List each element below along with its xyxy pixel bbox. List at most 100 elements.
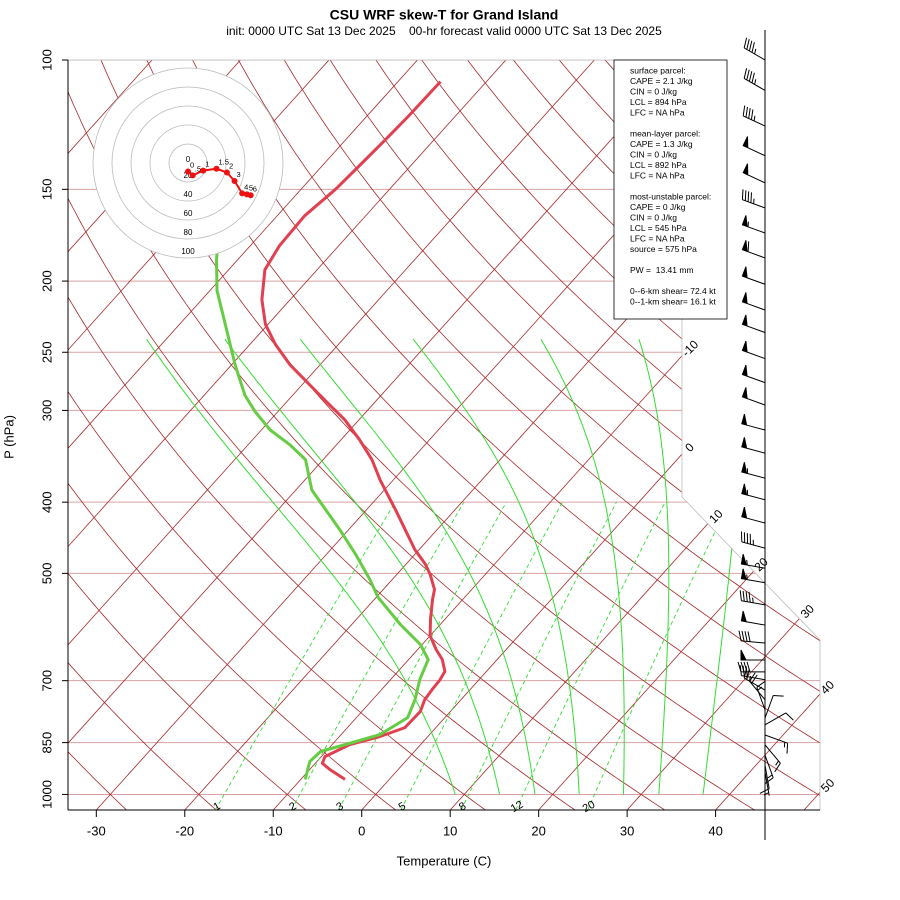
sounding-line	[260, 80, 447, 781]
wind-barb	[741, 189, 766, 209]
hodograph-point-label: 2	[229, 161, 233, 170]
isotherm	[68, 60, 418, 810]
hodograph-point	[200, 167, 207, 174]
wind-barb	[764, 754, 774, 785]
mixing-ratio-line	[400, 501, 563, 810]
isotherm	[68, 60, 595, 810]
dry-adiabat	[329, 60, 820, 810]
hodograph-point	[213, 165, 220, 172]
wind-barb	[738, 630, 766, 644]
mixing-ratio-line	[460, 501, 617, 810]
hodograph-ring-label: 80	[184, 228, 193, 237]
y-tick-label: 850	[39, 732, 54, 754]
wind-barb	[737, 661, 766, 673]
moist-adiabat	[146, 338, 456, 795]
info-text: surface parcel:	[630, 65, 686, 75]
dry-adiabat	[68, 60, 486, 810]
wind-barb	[743, 68, 766, 91]
wind-barb	[739, 665, 766, 681]
info-text: CAPE = 0 J/kg	[630, 202, 686, 212]
info-text: CAPE = 2.1 J/kg	[630, 76, 693, 86]
mixing-ratio-label: 1	[211, 800, 222, 813]
wind-barb	[741, 531, 766, 549]
y-tick-label: 200	[39, 270, 54, 292]
info-text: CIN = 0 J/kg	[630, 149, 677, 159]
moist-adiabat	[412, 338, 580, 795]
info-text: 0--1-km shear= 16.1 kt	[630, 296, 716, 306]
hodograph-point-label: .5	[195, 164, 201, 173]
moist-adiabat	[224, 338, 501, 795]
x-tick-label: 10	[443, 823, 457, 838]
y-tick-label: 150	[39, 178, 54, 200]
chart-title: CSU WRF skew-T for Grand Island	[330, 7, 559, 23]
wind-barb	[741, 483, 766, 501]
y-tick-label: 300	[39, 400, 54, 422]
mixing-ratio-line	[338, 501, 507, 810]
y-tick-label: 400	[39, 491, 54, 513]
wind-barbs	[737, 37, 794, 796]
info-box-frame	[613, 59, 728, 320]
wind-barb	[740, 554, 766, 569]
hodograph-point-label: 6	[253, 184, 257, 193]
mixing-ratio-label: 20	[581, 799, 598, 816]
x-tick-label: 0	[358, 823, 365, 838]
x-axis-label: Temperature (C)	[397, 853, 492, 868]
hodograph-point	[223, 169, 230, 176]
info-text: LFC = NA hPa	[630, 107, 685, 117]
hodograph-ring	[92, 67, 284, 259]
info-text: LFC = NA hPa	[630, 170, 685, 180]
wind-barb	[740, 568, 766, 584]
wind-barb	[742, 136, 766, 157]
hodograph-ring	[130, 105, 246, 221]
mixing-ratio-line	[515, 501, 666, 810]
hodograph-point-label: 4	[244, 182, 248, 191]
mixing-ratio-line	[290, 501, 465, 810]
x-tick-label: 30	[620, 823, 634, 838]
wind-barb	[764, 734, 789, 754]
hodograph-ring	[111, 86, 265, 240]
mixing-ratio-label: 8	[457, 800, 468, 813]
wind-barb	[741, 266, 766, 285]
x-tick-label: 20	[531, 823, 545, 838]
hodograph-ring-label: 100	[181, 247, 195, 256]
info-text: mean-layer parcel:	[630, 128, 700, 138]
info-text: source = 575 hPa	[630, 244, 697, 254]
info-text: LFC = NA hPa	[630, 233, 685, 243]
mixing-ratio-label: 5	[397, 800, 408, 813]
wind-barb	[741, 462, 766, 479]
moist-adiabat	[299, 338, 536, 795]
wind-barb	[739, 590, 766, 606]
dry-adiabat	[68, 60, 217, 810]
info-text: 0--6-km shear= 72.4 kt	[630, 286, 716, 296]
y-tick-label: 100	[39, 49, 54, 71]
hodograph-ring-label: 0	[186, 155, 191, 164]
mixing-ratio-label: 12	[509, 799, 526, 816]
isotherm	[68, 60, 507, 810]
x-tick-label: -20	[175, 823, 194, 838]
dry-adiabat	[68, 60, 666, 810]
wind-barb	[741, 437, 766, 454]
wind-barb	[764, 712, 794, 726]
hodograph-point-label: 1.5	[219, 158, 229, 167]
wind-barb	[741, 314, 766, 333]
hodograph-point-label: 0	[190, 161, 194, 170]
info-text: LCL = 545 hPa	[630, 223, 687, 233]
wind-barb	[741, 506, 766, 524]
moist-adiabat	[638, 339, 670, 795]
y-tick-label: 500	[39, 562, 54, 584]
wind-barb	[742, 105, 766, 127]
wind-barb	[741, 364, 766, 384]
hodograph-ring	[149, 124, 227, 202]
wind-barb	[741, 240, 766, 259]
hodograph-ring	[168, 143, 208, 183]
y-tick-label: 250	[39, 341, 54, 363]
wind-barb	[741, 215, 766, 234]
info-text: CIN = 0 J/kg	[630, 212, 677, 222]
hodograph-point	[231, 178, 238, 185]
moist-adiabat	[540, 338, 625, 795]
wind-barb	[763, 771, 770, 796]
wind-barb	[742, 163, 766, 184]
